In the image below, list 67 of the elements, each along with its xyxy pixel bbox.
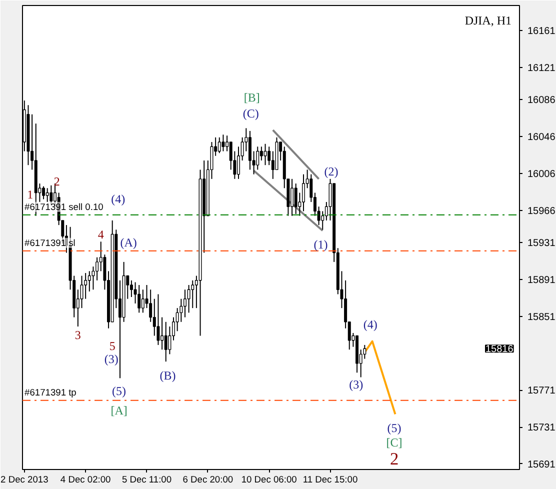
candlestick bbox=[96, 256, 99, 281]
annotation: (1) bbox=[314, 237, 328, 252]
candlestick bbox=[130, 280, 133, 298]
y-tick-label: 15691 bbox=[528, 459, 556, 470]
y-tick-label: 16121 bbox=[528, 62, 556, 74]
annotation: (5) bbox=[387, 420, 402, 435]
annotation: 15816 bbox=[486, 344, 514, 356]
y-tick-label: 15851 bbox=[528, 312, 556, 323]
annotation: 4 bbox=[98, 227, 104, 242]
annotation: [C] bbox=[386, 436, 402, 450]
y-tick-label: 15731 bbox=[528, 422, 556, 434]
x-tick-label: 4 Dec 02:00 bbox=[60, 474, 111, 484]
candlestick bbox=[268, 146, 271, 166]
candlestick bbox=[290, 178, 294, 216]
text: DJIA, H1 bbox=[464, 14, 512, 28]
x-tick-label: 11 Dec 15:00 bbox=[302, 474, 358, 484]
y-tick-label: 15891 bbox=[528, 274, 556, 286]
candlestick bbox=[156, 294, 160, 346]
annotation: (C) bbox=[242, 106, 259, 120]
ref-line-label: #6171391 sl bbox=[24, 238, 76, 248]
candlestick bbox=[80, 275, 84, 309]
x-tick-label: 2 Dec 2013 bbox=[0, 474, 48, 484]
y-tick-label: 16086 bbox=[528, 95, 556, 106]
annotation: (3) bbox=[104, 352, 118, 366]
candlestick bbox=[256, 146, 260, 170]
annotation: (2) bbox=[324, 164, 338, 179]
candlestick bbox=[46, 188, 49, 202]
candlestick bbox=[264, 143, 267, 166]
x-tick-label: 6 Dec 20:00 bbox=[182, 474, 234, 484]
annotation: 2 bbox=[54, 174, 60, 189]
candlestick bbox=[302, 174, 305, 212]
candlestick bbox=[50, 184, 53, 206]
annotation: 1 bbox=[27, 188, 34, 202]
annotation: 3 bbox=[74, 328, 81, 342]
annotation: (4) bbox=[363, 318, 378, 332]
y-tick-label: 15931 bbox=[528, 238, 556, 250]
y-tick-label: 16046 bbox=[528, 132, 556, 143]
annotation: (3) bbox=[349, 378, 364, 392]
annotation: (B) bbox=[160, 368, 176, 382]
annotation: [A] bbox=[110, 403, 128, 418]
candlestick bbox=[218, 136, 221, 154]
candlestick bbox=[42, 186, 46, 200]
candlestick bbox=[138, 284, 141, 314]
x-tick-label: 5 Dec 11:00 bbox=[122, 474, 172, 484]
ref-line-label: #6171391 tp bbox=[24, 387, 76, 398]
y-tick-label: 15966 bbox=[528, 206, 556, 217]
candlestick bbox=[191, 280, 194, 309]
candlestick bbox=[248, 130, 252, 170]
candlestick bbox=[88, 270, 91, 292]
annotation: (4) bbox=[111, 192, 126, 206]
candlestick bbox=[294, 183, 298, 214]
y-tick-label: 16161 bbox=[528, 26, 556, 37]
x-tick-label: 10 Dec 06:00 bbox=[241, 474, 297, 484]
candlestick bbox=[160, 316, 164, 350]
annotation: 5 bbox=[109, 338, 116, 353]
annotation: [B] bbox=[244, 90, 260, 105]
annotation: (A) bbox=[120, 236, 137, 250]
candlestick bbox=[187, 284, 190, 314]
ref-line-label: #6171391 sell 0.10 bbox=[24, 202, 104, 212]
candlestick bbox=[183, 289, 186, 318]
annotation: 2 bbox=[390, 449, 399, 468]
annotation: (5) bbox=[112, 384, 126, 398]
candlestick bbox=[141, 289, 144, 314]
candlestick bbox=[222, 134, 225, 152]
candlestick bbox=[164, 321, 168, 362]
y-tick-label: 16006 bbox=[528, 168, 556, 180]
y-tick-label: 15771 bbox=[528, 386, 556, 397]
